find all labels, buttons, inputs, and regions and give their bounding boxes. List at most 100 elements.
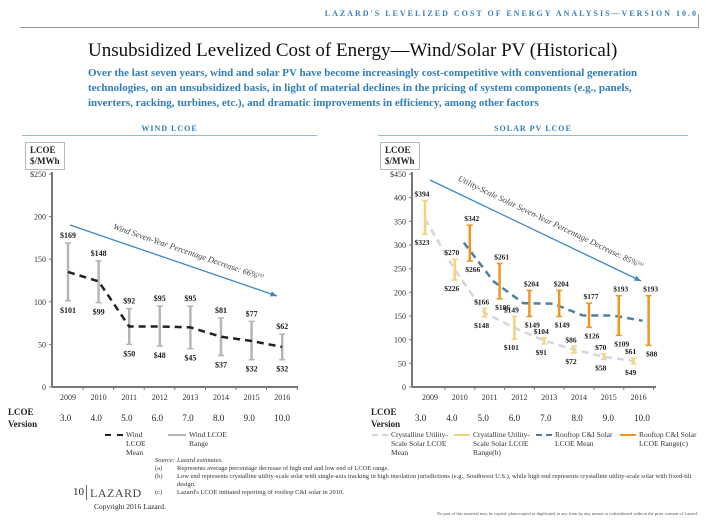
wind-version-value: 6.0 [151, 413, 164, 423]
legend-roof-range: Rooftop C&I Solar LCOE Range(c) [620, 430, 699, 457]
rooftop-mean-line [462, 241, 643, 322]
utility-low-label: $72 [565, 357, 577, 366]
x-tick-label: 2012 [511, 393, 527, 402]
x-tick-label: 2010 [452, 393, 468, 402]
y-tick-label: 400 [394, 194, 406, 203]
wind-low-label: $101 [60, 306, 76, 315]
rooftop-high-label: $204 [524, 279, 539, 288]
solar-version-value: 6.0 [508, 413, 521, 423]
y-tick-label: $450 [390, 170, 406, 179]
x-tick-label: 2013 [541, 393, 557, 402]
rooftop-low-label: $126 [585, 331, 600, 340]
wind-high-label: $169 [60, 231, 76, 240]
solar-version-value: 4.0 [446, 413, 458, 423]
solar-legend: Crystalline Utility-Scale Solar LCOE Mea… [372, 430, 699, 457]
utility-low-label: $323 [415, 238, 430, 247]
version-label-1: LCOE [8, 407, 34, 417]
x-tick-label: 2014 [213, 393, 229, 402]
utility-low-label: $226 [444, 284, 459, 293]
utility-high-label: $70 [595, 343, 607, 352]
legend-text: Wind LCOE Range [189, 430, 227, 448]
page-subtitle: Over the last seven years, wind and sola… [88, 67, 638, 109]
footnote-text: Represents average percentage decrease o… [177, 465, 390, 472]
solar-trend-label: Utility-Scale Solar Seven-Year Percentag… [456, 173, 645, 270]
utility-low-label: $58 [595, 364, 607, 373]
legend-text: Wind LCOE Mean [126, 430, 146, 457]
y-tick-label: 350 [394, 217, 406, 226]
y-tick-label: 300 [394, 241, 406, 250]
legend-wind-range: Wind LCOE Range [168, 430, 229, 457]
footnote-a: (a) Represents average percentage decreas… [155, 465, 695, 473]
y-tick-label: 150 [34, 255, 46, 264]
rooftop-low-label: $88 [646, 349, 658, 358]
x-tick-label: 2013 [182, 393, 198, 402]
wind-high-label: $95 [184, 294, 196, 303]
legend-util-mean: Crystalline Utility-Scale Solar LCOE Mea… [372, 430, 449, 457]
solar-section-title: SOLAR PV LCOE [494, 124, 572, 133]
line-swatch [168, 434, 186, 457]
dashed-line-swatch [105, 434, 123, 457]
wind-low-label: $37 [215, 360, 227, 369]
rooftop-low-label: $149 [555, 320, 570, 329]
wind-version-value: 8.0 [213, 413, 225, 423]
line-swatch [454, 434, 470, 457]
dashed-line-swatch [372, 434, 388, 457]
y-tick-label: 150 [394, 312, 406, 321]
x-tick-label: 2015 [244, 393, 260, 402]
y-tick-label: 200 [34, 213, 46, 222]
x-tick-label: 2009 [60, 393, 76, 402]
footnotes: Source: Lazard estimates. (a) Represents a… [155, 457, 695, 497]
wind-section-line [22, 135, 317, 136]
legend-text: Rooftop C&I Solar LCOE Mean [555, 430, 613, 448]
wind-mean-line [67, 270, 283, 349]
wind-version-label: LCOE Version [8, 406, 37, 430]
x-tick-label: 2011 [121, 393, 137, 402]
solar-version-value: 7.0 [540, 413, 552, 423]
solar-section-line [378, 135, 688, 136]
lazard-logo: LAZARD [90, 486, 142, 500]
page-number: 10 [73, 486, 84, 498]
legend-text: Crystalline Utility-Scale Solar LCOE Ran… [473, 430, 530, 457]
unit-line2: $/MWh [385, 156, 415, 166]
legend-wind-mean: Wind LCOE Mean [105, 430, 160, 457]
source-line: Source: Lazard estimates. [155, 457, 695, 465]
x-tick-label: 2009 [422, 393, 438, 402]
wind-low-label: $45 [184, 354, 196, 363]
wind-section-title: WIND LCOE [141, 124, 198, 133]
x-tick-label: 2016 [631, 393, 647, 402]
wind-high-label: $77 [246, 309, 258, 318]
dashed-line-swatch [536, 434, 552, 457]
footnote-mark: (a) [155, 465, 163, 472]
footnote-text: Lazard's LCOE initiated reporting of roo… [177, 489, 344, 496]
utility-high-label: $104 [534, 327, 549, 336]
copyright: Copyright 2016 Lazard. [94, 502, 166, 511]
rooftop-high-label: $204 [554, 279, 569, 288]
x-tick-label: 2016 [274, 393, 290, 402]
footnote-c: (c) Lazard's LCOE initiated reporting of … [155, 489, 695, 497]
wind-version-value: 10.0 [274, 413, 290, 423]
y-tick-label: 50 [38, 340, 46, 349]
utility-high-label: $166 [474, 297, 489, 306]
wind-version-value: 7.0 [182, 413, 194, 423]
solar-version-value: 10.0 [634, 413, 650, 423]
unit-line1: LCOE [385, 145, 411, 155]
y-tick-label: 50 [398, 359, 406, 368]
line-swatch [620, 434, 636, 457]
wind-unit-label: LCOE $/MWh [25, 142, 65, 170]
y-tick-label: 200 [394, 288, 406, 297]
header-divider [20, 27, 698, 28]
footnote-b: (b) Low end represents crystalline utilit… [155, 473, 695, 489]
legend-util-range: Crystalline Utility-Scale Solar LCOE Ran… [454, 430, 531, 457]
wind-high-label: $92 [123, 297, 135, 306]
x-tick-label: 2011 [482, 393, 498, 402]
wind-version-value: 4.0 [90, 413, 102, 423]
utility-high-label: $149 [504, 305, 519, 314]
rooftop-high-label: $193 [613, 285, 628, 294]
y-tick-label: 0 [42, 383, 46, 392]
solar-trend-note: (a) [637, 261, 645, 268]
utility-low-label: $91 [536, 348, 548, 357]
footnote-text: Low end represents crystalline utility-s… [177, 473, 692, 488]
source-label: Source: [155, 457, 175, 464]
y-tick-label: $250 [30, 170, 46, 179]
